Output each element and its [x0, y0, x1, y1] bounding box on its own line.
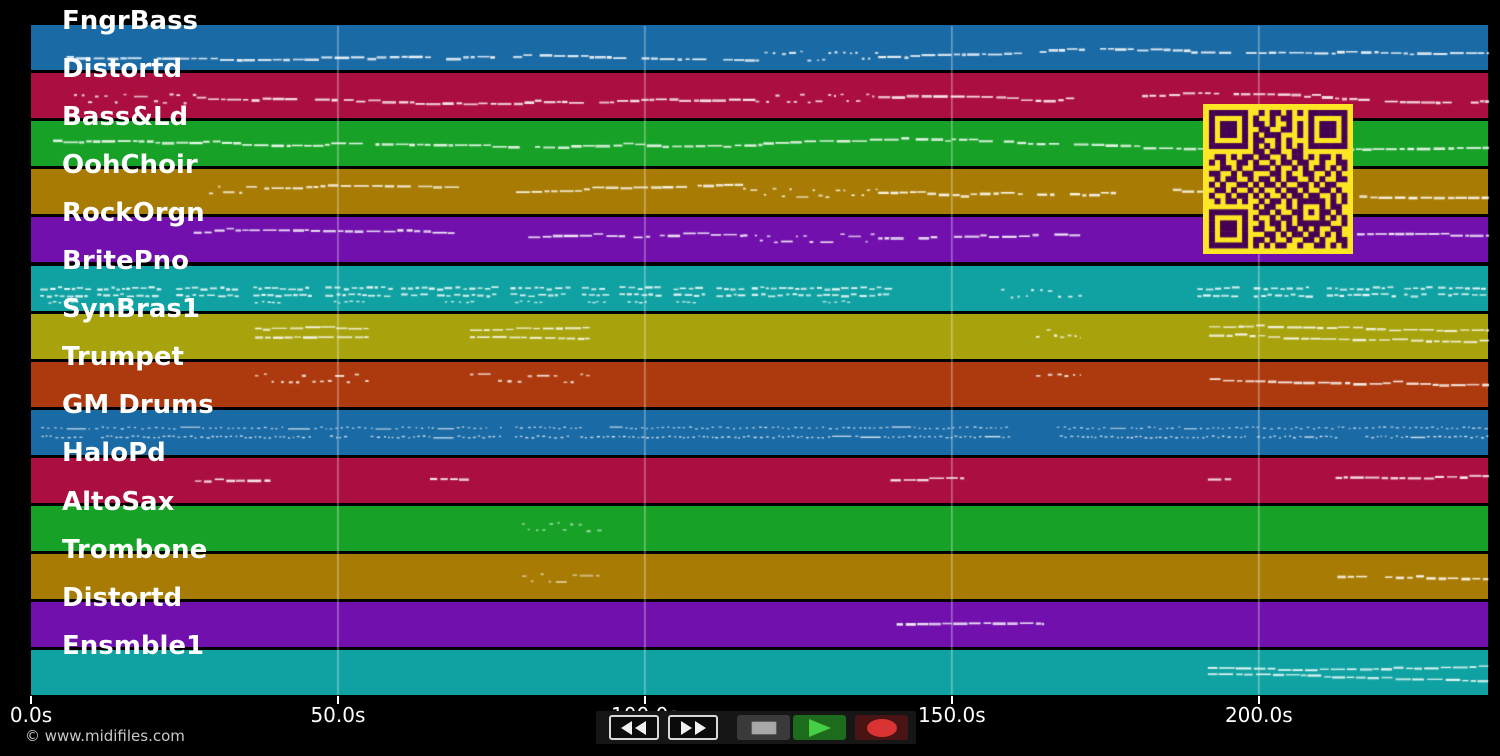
x-tick-label: 50.0s: [310, 703, 366, 727]
transport-bar: [596, 711, 916, 744]
track-band-8: [31, 361, 1488, 407]
track-label-3: Bass&Ld: [62, 101, 189, 132]
watermark: © www.midifiles.com: [25, 727, 185, 745]
qr-code: [1203, 104, 1353, 254]
track-band-13: [31, 602, 1488, 648]
track-band-7: [31, 313, 1488, 359]
stop-button[interactable]: [737, 715, 790, 740]
x-tick-label: 0.0s: [9, 703, 53, 727]
track-band-14: [31, 650, 1488, 696]
track-label-4: OohChoir: [62, 149, 198, 180]
x-tick-label: 200.0s: [1224, 703, 1293, 727]
track-band-11: [31, 506, 1488, 551]
track-label-12: Trombone: [62, 534, 208, 565]
track-label-9: GM Drums: [62, 390, 214, 421]
track-band-12: [31, 554, 1488, 600]
fast-forward-icon: [681, 720, 706, 735]
record-button[interactable]: [855, 715, 908, 740]
track-label-10: HaloPd: [62, 438, 166, 469]
track-label-7: SynBras1: [62, 294, 200, 325]
rewind-icon: [621, 720, 646, 735]
track-label-8: Trumpet: [62, 342, 184, 373]
track-label-6: BritePno: [62, 246, 190, 276]
track-label-13: Distortd: [62, 582, 183, 613]
track-label-14: Ensmble1: [62, 630, 205, 661]
track-label-1: FngrBass: [62, 5, 199, 36]
track-label-2: Distortd: [62, 53, 183, 84]
stop-icon: [750, 720, 777, 735]
x-tick-label: 150.0s: [918, 703, 986, 727]
track-band-6: [31, 265, 1488, 311]
play-icon: [808, 718, 831, 737]
track-label-11: AltoSax: [62, 486, 175, 517]
record-icon: [866, 718, 897, 737]
play-button[interactable]: [793, 715, 846, 740]
track-label-5: RockOrgn: [62, 197, 205, 228]
track-band-1: [31, 25, 1488, 70]
rewind-button[interactable]: [609, 715, 659, 740]
track-band-10: [31, 457, 1488, 503]
fast-forward-button[interactable]: [668, 715, 718, 740]
track-band-9: [31, 409, 1488, 455]
